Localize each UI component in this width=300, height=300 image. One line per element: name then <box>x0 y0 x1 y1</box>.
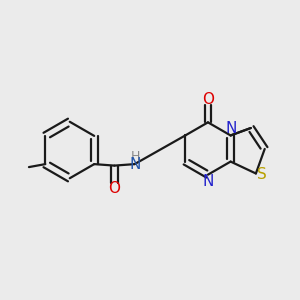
Text: N: N <box>130 157 141 172</box>
Text: N: N <box>226 122 237 136</box>
Text: N: N <box>202 174 214 189</box>
Text: H: H <box>130 151 140 164</box>
Text: S: S <box>257 167 267 182</box>
Text: O: O <box>202 92 214 107</box>
Text: O: O <box>108 181 120 196</box>
